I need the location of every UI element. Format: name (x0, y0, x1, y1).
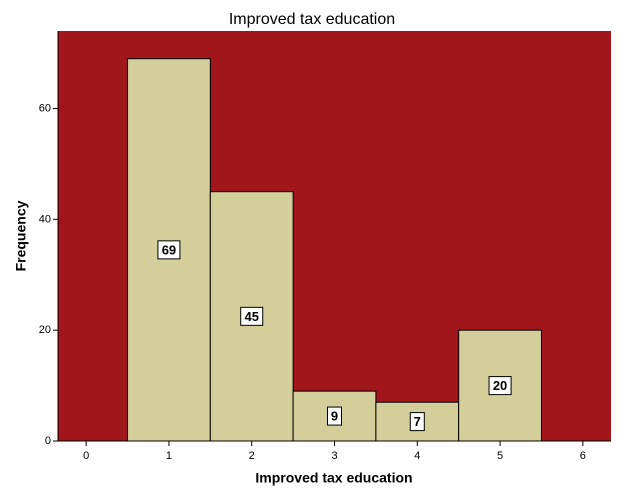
y-tick-label: 40 (39, 213, 51, 225)
x-axis-label: Improved tax education (255, 470, 412, 486)
value-label: 45 (244, 309, 258, 324)
x-tick-label: 2 (249, 450, 255, 462)
value-label-box (327, 406, 342, 426)
value-label: 9 (331, 409, 338, 424)
value-label-box (240, 306, 264, 326)
x-tick-label: 3 (331, 450, 337, 462)
value-label: 7 (414, 414, 421, 429)
y-tick-label: 0 (45, 435, 51, 447)
y-axis-label: Frequency (13, 200, 29, 271)
value-label-box (157, 240, 181, 260)
x-tick-label: 0 (83, 450, 89, 462)
value-label-box (488, 376, 512, 396)
value-label: 20 (493, 378, 507, 393)
chart-title: Improved tax education (229, 11, 395, 28)
x-tick-label: 4 (414, 450, 420, 462)
x-tick-label: 5 (497, 450, 503, 462)
x-tick-label: 1 (166, 450, 172, 462)
value-label-box (409, 412, 425, 432)
y-tick-label: 20 (39, 324, 51, 336)
y-tick-label: 60 (39, 102, 51, 114)
value-label: 69 (162, 242, 176, 257)
x-tick-label: 6 (580, 450, 586, 462)
